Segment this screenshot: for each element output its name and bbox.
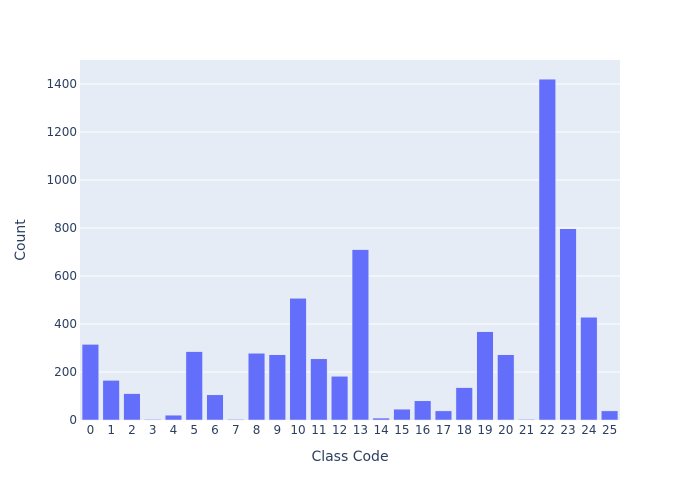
- x-tick-label: 1: [107, 423, 115, 437]
- x-axis-ticks: 0 1 2 3 4 5 6 7 8 9 10 11 12 13 14 15 16 17 18 19 20 21 22 23 24…: [87, 423, 618, 437]
- bar-16[interactable]: [414, 400, 432, 421]
- x-tick-label: 24: [581, 423, 596, 437]
- x-tick-label: 0: [87, 423, 95, 437]
- bar-0[interactable]: [81, 344, 99, 421]
- bar-19[interactable]: [476, 331, 494, 421]
- x-tick-label: 10: [290, 423, 305, 437]
- y-tick-label: 1000: [46, 173, 77, 187]
- x-tick-label: 23: [560, 423, 575, 437]
- y-tick-label: 200: [54, 365, 77, 379]
- bar-13[interactable]: [351, 249, 369, 421]
- x-tick-label: 21: [519, 423, 534, 437]
- x-tick-label: 18: [457, 423, 472, 437]
- x-tick-label: 22: [540, 423, 555, 437]
- y-axis-ticks: 0 200 400 600 800 1000 1200 1400: [46, 77, 77, 427]
- bar-20[interactable]: [497, 354, 515, 421]
- x-tick-label: 4: [170, 423, 178, 437]
- x-tick-label: 5: [190, 423, 198, 437]
- bar-14[interactable]: [372, 417, 390, 421]
- y-tick-label: 800: [54, 221, 77, 235]
- x-tick-label: 3: [149, 423, 157, 437]
- x-tick-label: 12: [332, 423, 347, 437]
- bar-3[interactable]: [144, 419, 162, 421]
- x-tick-label: 11: [311, 423, 326, 437]
- bar-5[interactable]: [185, 351, 203, 421]
- y-tick-label: 1200: [46, 125, 77, 139]
- bar-4[interactable]: [164, 414, 183, 421]
- x-tick-label: 15: [394, 423, 409, 437]
- bar-22[interactable]: [538, 78, 556, 421]
- bar-18[interactable]: [455, 387, 473, 421]
- y-tick-label: 600: [54, 269, 77, 283]
- bar-2[interactable]: [123, 393, 141, 421]
- bar-9[interactable]: [268, 354, 286, 421]
- bar-12[interactable]: [331, 376, 349, 421]
- x-tick-label: 2: [128, 423, 136, 437]
- bar-23[interactable]: [559, 228, 577, 421]
- bar-24[interactable]: [580, 317, 598, 421]
- bar-25[interactable]: [601, 410, 619, 421]
- bar-8[interactable]: [247, 353, 266, 421]
- x-tick-label: 7: [232, 423, 240, 437]
- y-tick-label: 1400: [46, 77, 77, 91]
- bar-10[interactable]: [289, 298, 307, 421]
- x-tick-label: 13: [353, 423, 368, 437]
- x-tick-label: 17: [436, 423, 451, 437]
- y-tick-label: 0: [69, 413, 77, 427]
- y-tick-label: 400: [54, 317, 77, 331]
- x-tick-label: 9: [273, 423, 281, 437]
- bar-7[interactable]: [227, 419, 245, 421]
- bar-17[interactable]: [434, 410, 453, 421]
- gridlines: [80, 83, 620, 373]
- x-tick-label: 20: [498, 423, 513, 437]
- bars: [81, 78, 619, 421]
- bar-21[interactable]: [517, 419, 536, 421]
- y-axis-title: Count: [13, 219, 29, 261]
- bar-11[interactable]: [310, 358, 328, 421]
- x-axis-title: Class Code: [311, 449, 388, 465]
- x-tick-label: 8: [253, 423, 261, 437]
- x-tick-label: 25: [602, 423, 617, 437]
- plot-area: [80, 60, 620, 420]
- bar-1[interactable]: [102, 380, 120, 421]
- x-tick-label: 19: [477, 423, 492, 437]
- x-tick-label: 6: [211, 423, 219, 437]
- bar-6[interactable]: [206, 394, 224, 421]
- bar-15[interactable]: [393, 408, 411, 421]
- x-tick-label: 16: [415, 423, 430, 437]
- x-tick-label: 14: [374, 423, 389, 437]
